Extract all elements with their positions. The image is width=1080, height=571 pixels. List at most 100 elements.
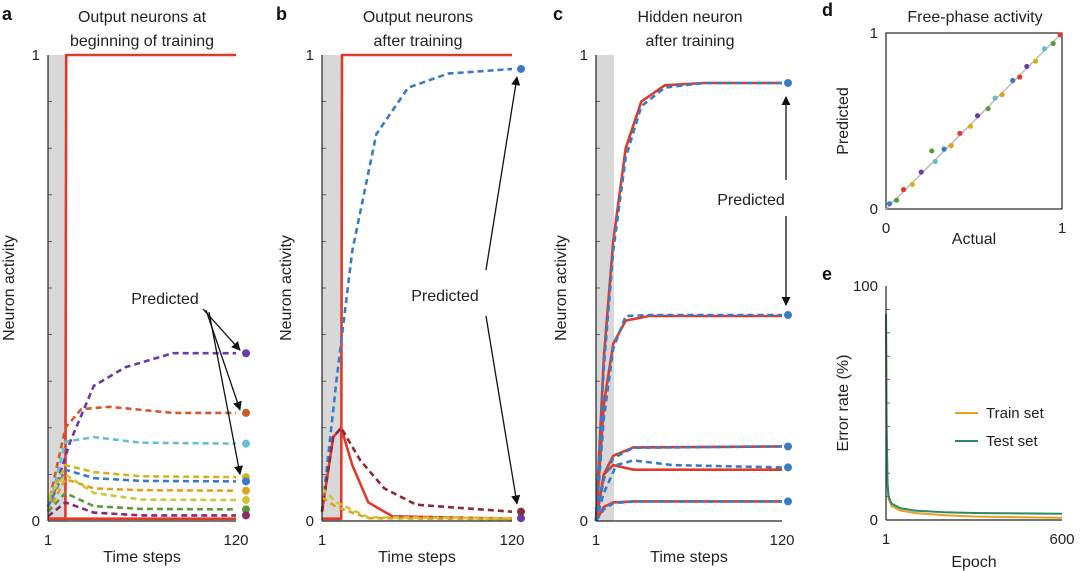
series-line: [320, 426, 513, 513]
identity-line: [885, 32, 1063, 210]
series-line: [594, 463, 782, 522]
series-line: [594, 500, 782, 522]
series-line: [885, 314, 1063, 515]
scatter-point: [974, 113, 981, 119]
chart-title: Free-phase activity: [907, 9, 1042, 26]
scatter-point: [1050, 40, 1056, 47]
y-tick-label: 0: [870, 512, 878, 529]
x-tick-label: 120: [223, 532, 248, 549]
series-line: [46, 468, 237, 508]
scatter-point: [941, 146, 947, 152]
scatter-point: [929, 148, 935, 154]
scatter-point: [957, 130, 963, 136]
chart-panel-c: c Hidden neuron after training Neuron activ…: [553, 4, 795, 566]
series-line: [594, 314, 782, 522]
series-line: [46, 405, 236, 508]
x-axis-label: Time steps: [378, 549, 456, 566]
plot-frame: [885, 32, 1063, 210]
x-axis-label: Time steps: [103, 549, 181, 566]
chart-title-line: Output neurons: [363, 9, 473, 26]
x-tick-label: 0: [882, 220, 890, 237]
end-point-marker: [517, 64, 525, 73]
y-axis-label: Error rate (%): [835, 355, 852, 452]
annotation-arrow: [485, 315, 521, 505]
y-tick-label: 100: [853, 278, 878, 295]
legend-label: Test set: [986, 433, 1039, 450]
scatter-point: [992, 95, 998, 101]
annotation-arrow: [208, 311, 243, 476]
annotation-arrow: [202, 308, 241, 351]
panel-label: a: [2, 4, 13, 24]
chart-panel-a: a Output neurons at beginning of training N…: [1, 4, 250, 566]
scatter-point: [901, 187, 907, 193]
end-point-marker: [784, 442, 792, 451]
x-tick-label: 120: [499, 532, 524, 549]
y-tick-label: 1: [870, 25, 878, 42]
end-point-marker: [517, 514, 525, 523]
y-tick-label: 0: [32, 513, 40, 530]
series-line: [46, 473, 237, 502]
y-tick-label: 1: [306, 47, 314, 64]
y-tick-label: 1: [32, 47, 40, 64]
series-line: [46, 463, 237, 503]
panel-label: b: [276, 4, 287, 24]
scatter-point: [918, 169, 924, 175]
series-line: [47, 501, 236, 518]
y-tick-label: 1: [580, 47, 588, 64]
end-point-marker: [242, 486, 250, 495]
scatter-point: [948, 143, 954, 149]
end-point-marker: [242, 349, 250, 358]
scatter-point: [1057, 32, 1063, 38]
series-line: [321, 496, 513, 521]
scatter-point: [909, 181, 916, 187]
series-line: [46, 351, 236, 513]
predicted-annotation: Predicted: [131, 291, 199, 308]
x-tick-label: 1: [882, 531, 890, 548]
series-line: [594, 445, 783, 522]
scatter-point: [999, 92, 1005, 98]
end-point-marker: [517, 507, 525, 516]
legend-label: Train set: [986, 405, 1045, 422]
scatter-point: [1017, 74, 1023, 80]
panel-label: d: [822, 0, 833, 20]
series-line: [594, 500, 782, 522]
end-point-marker: [242, 511, 250, 520]
chart-panel-e: e Error rate (%) Epoch 0 100 1 600 Train set Tes…: [822, 264, 1075, 571]
y-tick-label: 0: [870, 201, 878, 218]
panel-label: e: [822, 264, 832, 284]
scatter-point: [1010, 77, 1016, 84]
chart-title-line: Output neurons at: [78, 9, 207, 26]
series-line: [594, 81, 782, 522]
scatter-point: [932, 158, 938, 165]
series-line: [46, 435, 237, 513]
end-point-marker: [784, 78, 792, 87]
scatter-point: [893, 197, 900, 203]
chart-title-line: after training: [646, 33, 735, 50]
scatter-point: [985, 106, 991, 112]
end-point-marker: [242, 505, 250, 514]
predicted-annotation: Predicted: [411, 288, 479, 305]
x-axis-label: Actual: [952, 231, 996, 248]
series-line: [320, 67, 513, 512]
scatter-point: [1024, 63, 1030, 70]
chart-title-line: after training: [374, 33, 463, 50]
annotation-arrow: [485, 76, 521, 271]
x-tick-label: 120: [769, 532, 794, 549]
stimulus-period-shading: [322, 55, 342, 521]
series-line: [47, 491, 237, 513]
chart-title-line: beginning of training: [70, 33, 214, 50]
y-tick-label: 0: [580, 513, 588, 530]
x-tick-label: 1: [318, 532, 326, 549]
series-line: [594, 459, 783, 522]
y-axis-label: Neuron activity: [1, 235, 18, 341]
stimulus-period-shading: [48, 55, 66, 521]
predicted-annotation: Predicted: [717, 192, 785, 209]
series-line: [321, 487, 513, 520]
panel-label: c: [553, 4, 563, 24]
x-tick-label: 1: [44, 532, 52, 549]
end-point-marker: [242, 477, 250, 486]
series-line: [322, 53, 512, 520]
series-line: [48, 53, 236, 520]
end-point-marker: [784, 311, 792, 320]
x-axis-label: Time steps: [650, 549, 728, 566]
